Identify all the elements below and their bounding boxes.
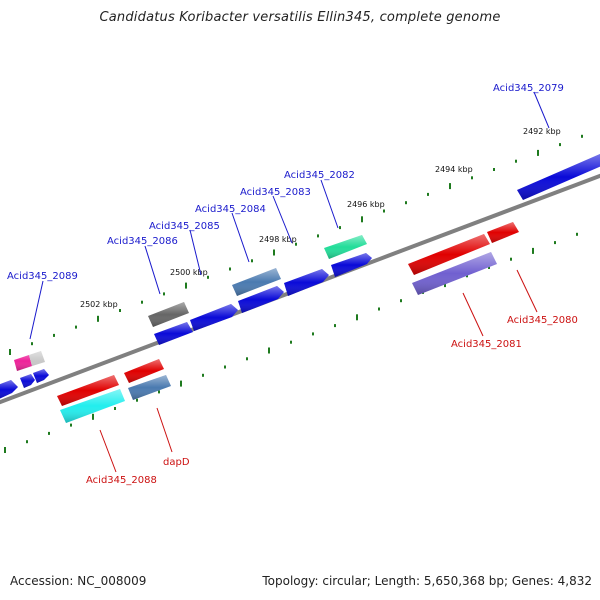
leader-acid345-2081 — [462, 292, 484, 337]
gene-acid345-2083-arrow[interactable] — [238, 286, 284, 313]
label-acid345-2083[interactable]: Acid345_2083 — [240, 187, 311, 198]
label-acid345-2082[interactable]: Acid345_2082 — [284, 170, 355, 181]
leader-acid345-2085 — [189, 229, 202, 276]
leader-lines — [29, 91, 550, 473]
leader-acid345-2082 — [320, 179, 339, 229]
gene-acid345-2081-arrow[interactable] — [412, 252, 497, 295]
kbp-label-2500: 2500 kbp — [170, 268, 208, 277]
label-acid345-2084[interactable]: Acid345_2084 — [195, 204, 266, 215]
gene-acid345-2086-arrow[interactable] — [148, 302, 189, 327]
gene-acid345-2079-arrow[interactable] — [517, 154, 600, 200]
leader-acid345-2079 — [533, 91, 550, 129]
gene-dapd-arrow[interactable] — [128, 375, 171, 400]
leader-acid345-2083 — [272, 195, 293, 244]
gene-acid345-2089-arrow[interactable] — [14, 351, 45, 371]
leader-acid345-2089 — [29, 280, 44, 340]
gene-red-reverse-1[interactable] — [408, 234, 490, 275]
leader-acid345-2086 — [144, 245, 161, 295]
map-title: Candidatus Koribacter versatilis Ellin34… — [99, 10, 501, 25]
gene-acid345-2080-arrow[interactable] — [487, 222, 519, 243]
gene-blue-forward-6[interactable] — [0, 380, 18, 399]
gene-blue-forward-3[interactable] — [154, 322, 193, 345]
leader-acid345-2084 — [231, 212, 250, 263]
label-acid345-2089[interactable]: Acid345_2089 — [7, 271, 78, 282]
label-acid345-2086[interactable]: Acid345_2086 — [107, 236, 178, 247]
gene-red-reverse-2[interactable] — [124, 359, 164, 383]
gene-blue-forward-1[interactable] — [331, 253, 372, 277]
gene-blue-forward-4[interactable] — [33, 369, 49, 383]
kbp-label-2492: 2492 kbp — [523, 127, 561, 136]
gene-blue-forward-2[interactable] — [284, 269, 329, 296]
gene-acid345-2088-arrow[interactable] — [60, 389, 125, 423]
kbp-label-2498: 2498 kbp — [259, 235, 297, 244]
gene-blue-forward-5[interactable] — [20, 374, 35, 388]
leader-acid345-2080 — [516, 269, 538, 313]
gene-acid345-2085-arrow[interactable] — [190, 304, 238, 331]
genome-summary-text: Topology: circular; Length: 5,650,368 bp… — [262, 574, 592, 588]
label-acid345-2081[interactable]: Acid345_2081 — [451, 339, 522, 350]
kbp-label-2494: 2494 kbp — [435, 165, 473, 174]
kbp-label-2496: 2496 kbp — [347, 200, 385, 209]
accession-text: Accession: NC_008009 — [10, 574, 147, 588]
leader-dapd — [156, 407, 173, 453]
label-acid345-2085[interactable]: Acid345_2085 — [149, 221, 220, 232]
kbp-label-2502: 2502 kbp — [80, 300, 118, 309]
label-acid345-2080[interactable]: Acid345_2080 — [507, 315, 578, 326]
label-acid345-2079[interactable]: Acid345_2079 — [493, 83, 564, 94]
label-dapd[interactable]: dapD — [163, 457, 190, 468]
gene-red-reverse-3[interactable] — [57, 375, 119, 406]
gene-acid345-2082-arrow[interactable] — [324, 235, 367, 259]
label-acid345-2088[interactable]: Acid345_2088 — [86, 475, 157, 486]
leader-acid345-2088 — [99, 429, 117, 473]
gene-acid345-2084-arrow[interactable] — [232, 268, 281, 296]
